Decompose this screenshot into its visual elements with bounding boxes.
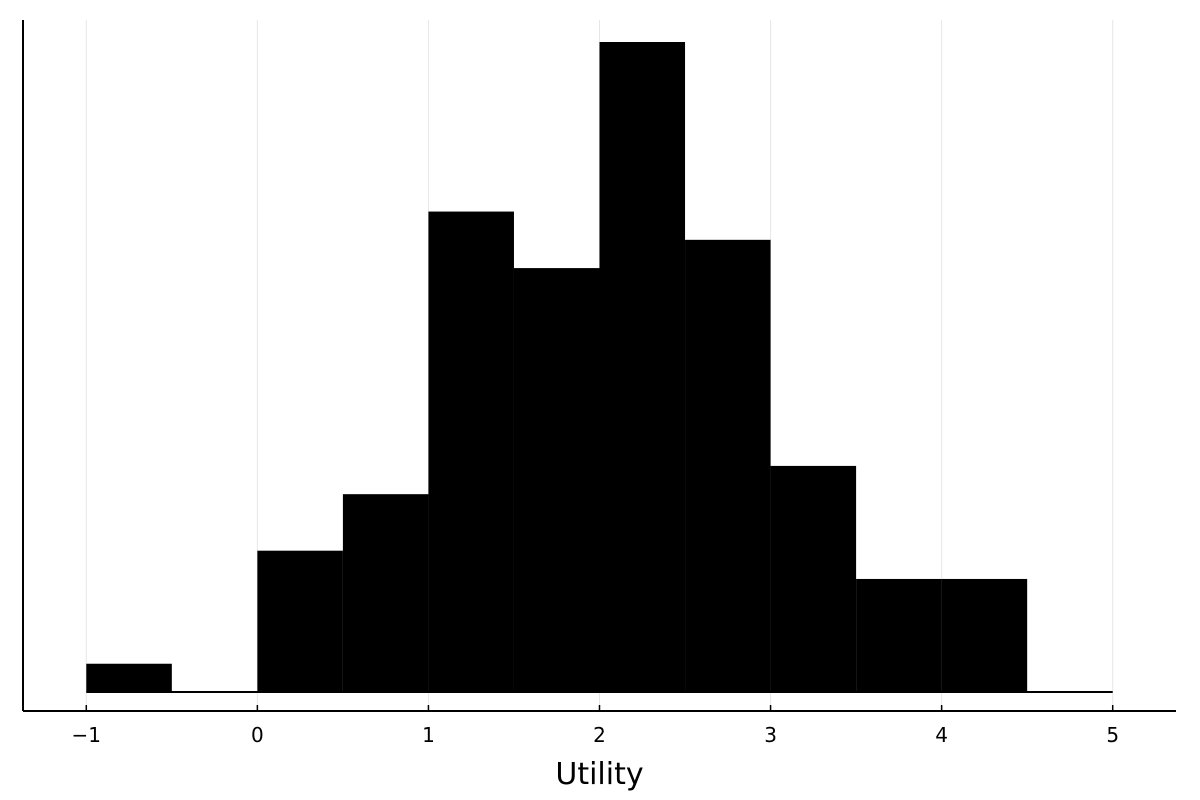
histogram-bar — [513, 268, 600, 692]
x-axis-title: Utility — [555, 757, 643, 792]
histogram-bar — [342, 494, 429, 692]
x-tick-label: 4 — [935, 723, 948, 747]
x-tick-label: 2 — [593, 723, 606, 747]
histogram-bar — [941, 578, 1028, 692]
x-tick-label: 5 — [1106, 723, 1119, 747]
histogram-bar — [856, 578, 942, 692]
x-axis-ticks: −1 0 1 2 3 4 5 — [72, 705, 1119, 747]
histogram-bars — [86, 42, 1028, 692]
histogram-bar — [770, 465, 857, 692]
x-tick-label: −1 — [72, 723, 101, 747]
histogram-bar — [428, 211, 514, 692]
histogram-bar — [257, 550, 343, 692]
histogram-bar — [86, 663, 172, 692]
histogram-bar — [685, 239, 771, 692]
x-tick-label: 3 — [764, 723, 777, 747]
x-tick-label: 0 — [251, 723, 264, 747]
x-tick-label: 1 — [422, 723, 435, 747]
histogram-bar — [599, 42, 686, 692]
